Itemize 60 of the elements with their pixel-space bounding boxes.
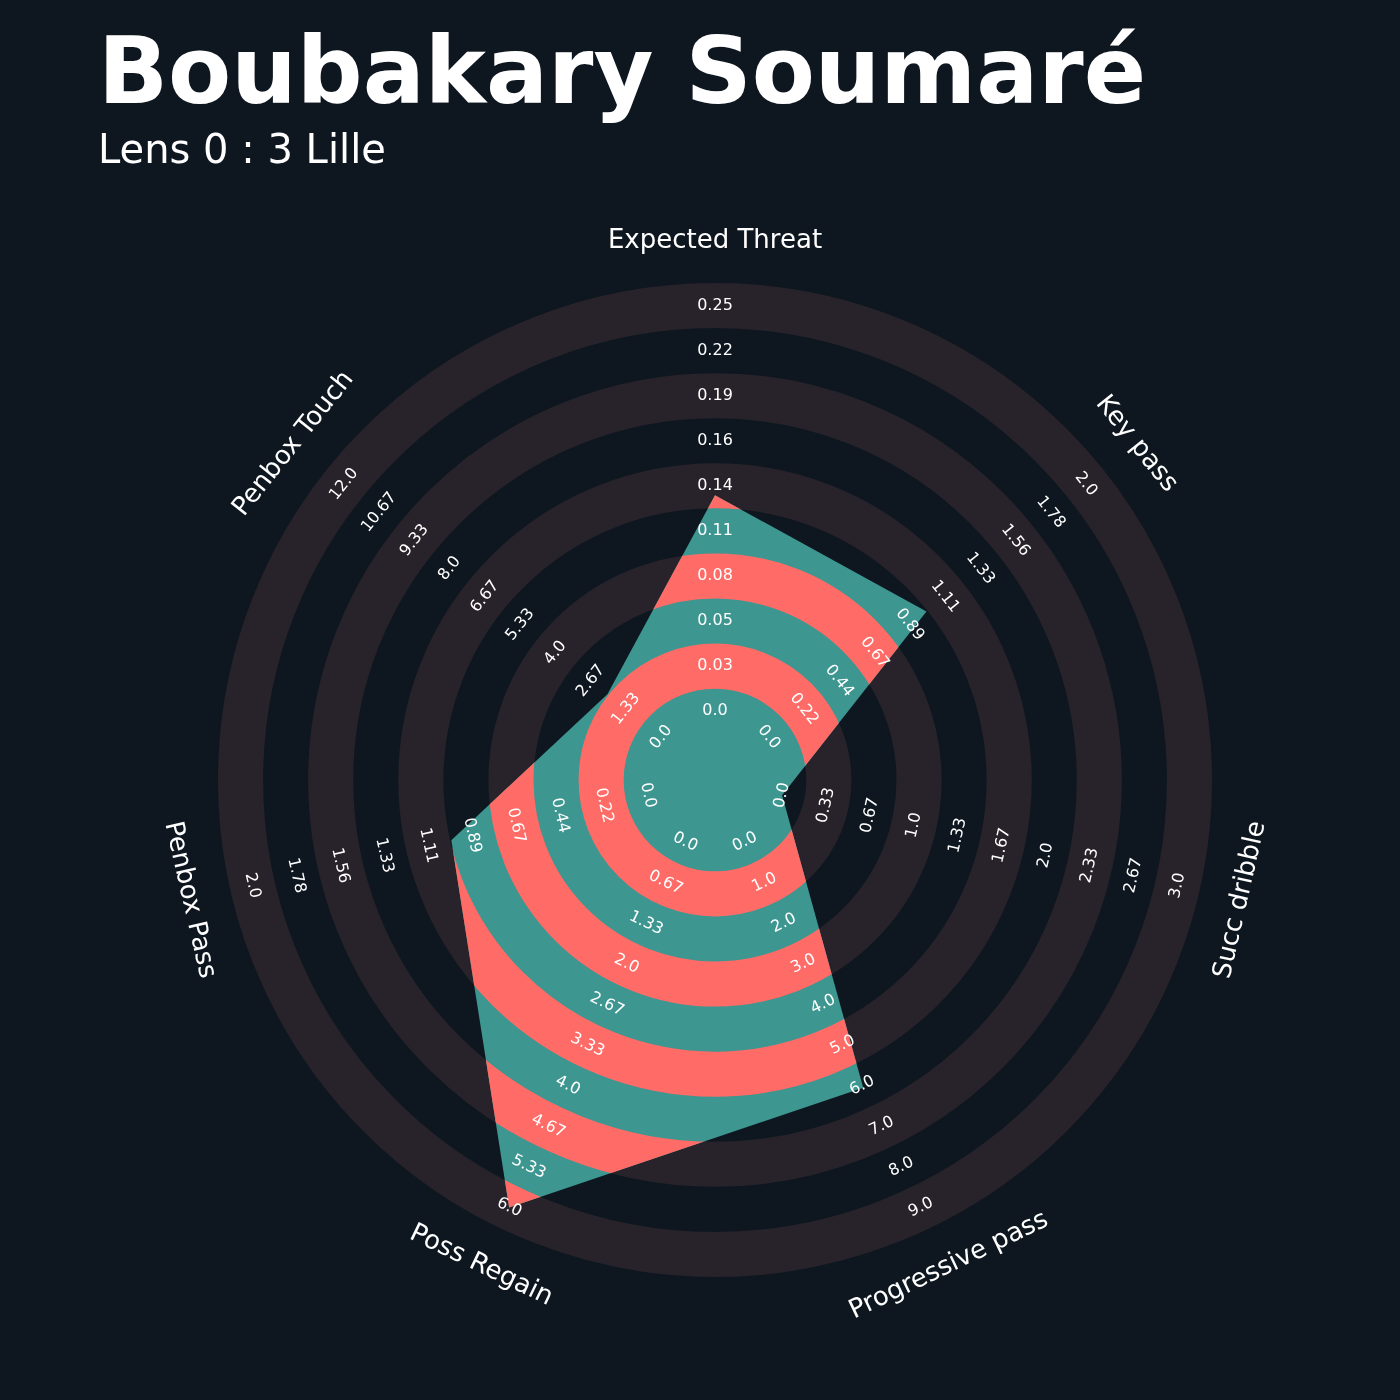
spoke-label: Succ dribble — [1205, 817, 1271, 982]
text: 0.0 — [702, 700, 728, 720]
text: 2.67 — [1119, 855, 1146, 895]
text: 0.0 — [644, 720, 676, 753]
text: 5.33 — [509, 1149, 550, 1182]
spoke-label: Expected Threat — [607, 223, 823, 254]
text: 1.0 — [748, 867, 780, 896]
text: 0.16 — [697, 429, 733, 449]
text: 1.67 — [987, 825, 1014, 865]
text: 6.0 — [494, 1192, 526, 1221]
text: 3.33 — [567, 1027, 609, 1061]
text: 0.0 — [728, 826, 760, 855]
text: 6.0 — [846, 1070, 878, 1099]
chart-title: Boubakary Soumaré — [98, 18, 1147, 125]
text: 4.0 — [552, 1070, 584, 1099]
text: 3.0 — [787, 948, 819, 977]
text: 0.67 — [646, 865, 687, 898]
text: 8.0 — [885, 1151, 917, 1180]
text: 0.89 — [460, 815, 487, 855]
text: 4.0 — [539, 636, 570, 668]
text: 0.0 — [754, 720, 786, 753]
text: 2.67 — [587, 986, 628, 1020]
text: 1.11 — [416, 825, 443, 865]
chart-subtitle: Lens 0 : 3 Lille — [98, 126, 386, 172]
text: 0.08 — [697, 565, 733, 585]
text: 0.22 — [592, 785, 619, 825]
text: 1.78 — [284, 855, 311, 895]
text: 0.11 — [697, 520, 733, 540]
text: 0.05 — [697, 610, 733, 630]
text: 1.33 — [943, 815, 970, 855]
text: 2.0 — [611, 948, 643, 977]
text: 0.44 — [548, 795, 575, 835]
text: 0.19 — [697, 384, 733, 404]
text: 2.0 — [1071, 467, 1103, 500]
spoke-label: Penbox Pass — [159, 818, 225, 981]
text: 0.03 — [697, 655, 733, 675]
text: 2.0 — [1032, 840, 1057, 870]
text: 0.67 — [855, 795, 882, 835]
text: 1.0 — [900, 810, 925, 840]
text: 1.56 — [328, 845, 355, 885]
text: 7.0 — [865, 1110, 897, 1140]
text: 3.0 — [1164, 870, 1189, 900]
text: 2.33 — [1075, 845, 1102, 885]
text: 2.0 — [767, 907, 799, 937]
text: 8.0 — [433, 551, 465, 584]
text: 9.0 — [904, 1192, 936, 1221]
text: 0.67 — [504, 805, 531, 845]
text: 0.0 — [670, 826, 702, 855]
text: 2.0 — [241, 870, 266, 900]
text: 0.14 — [697, 474, 733, 494]
text: 4.0 — [806, 989, 839, 1018]
text: 0.22 — [697, 339, 733, 359]
text: 1.33 — [372, 835, 399, 875]
text: 0.0 — [637, 780, 662, 810]
text: 5.0 — [826, 1029, 858, 1058]
text: 0.0 — [768, 780, 793, 810]
text: 0.33 — [811, 785, 838, 825]
text: 0.25 — [697, 294, 733, 314]
text: 1.33 — [626, 905, 667, 939]
text: 4.67 — [528, 1108, 570, 1142]
